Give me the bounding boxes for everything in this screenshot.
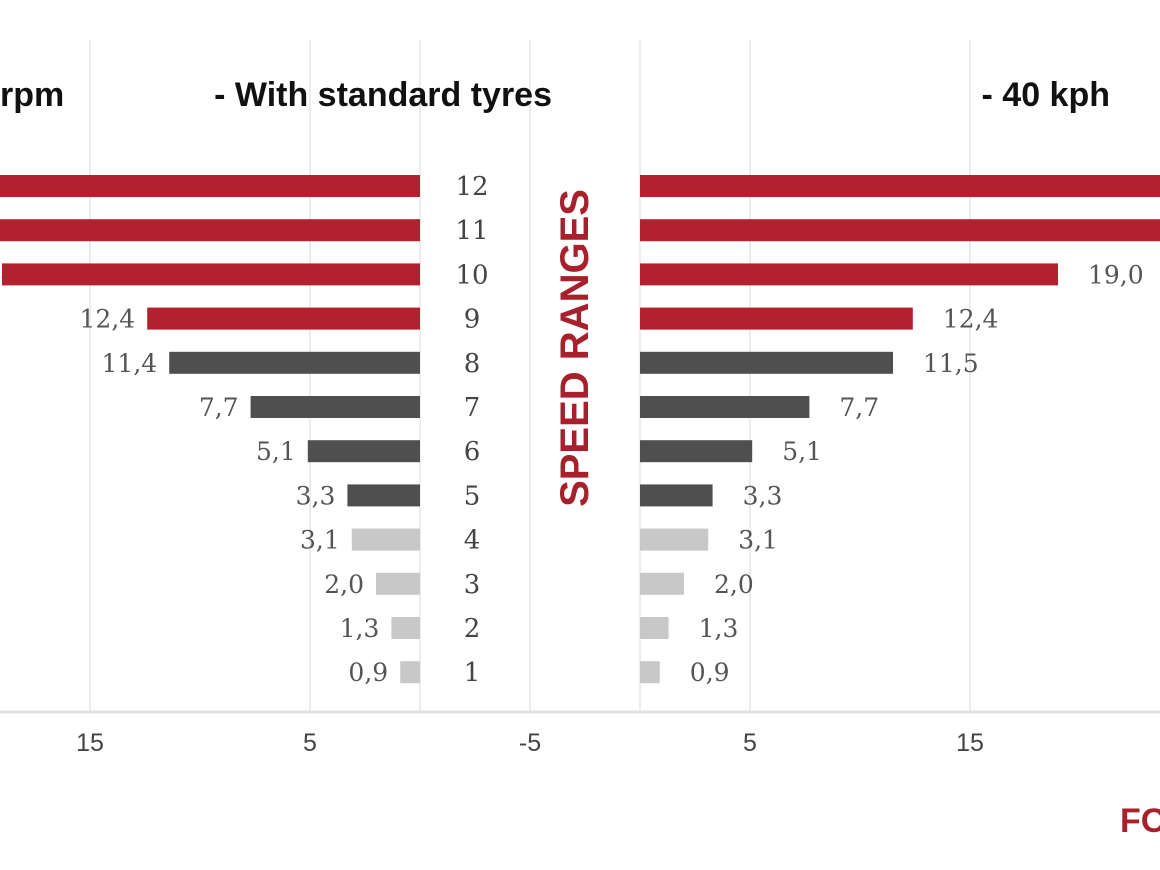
right-bar [640,440,753,463]
gear-label: 7 [464,393,481,423]
left-bar [400,661,420,684]
left-bar [2,263,420,286]
right-bar [640,263,1058,286]
right-bar-value-label: 0,9 [690,658,730,687]
gear-label: 3 [464,570,481,600]
gear-label: 8 [464,349,481,379]
right-bar-value-label: 3,3 [743,481,783,510]
right-bar [640,528,709,551]
footer-fragment: FO [1120,802,1160,840]
gear-label: 12 [455,172,488,202]
right-bar-value-label: 3,1 [738,526,778,555]
left-bar [351,528,420,551]
gear-label: 5 [464,481,481,511]
left-bar-value-label: 5,1 [256,437,296,466]
right-bar [640,661,660,684]
right-panel-title: - 40 kph [982,76,1110,114]
left-panel-subtitle: - With standard tyres [214,76,552,114]
gear-label: 2 [464,614,481,644]
left-bar [391,617,420,639]
gear-label: 10 [455,260,488,290]
right-bar [640,617,669,639]
right-bar [640,396,810,418]
right-bar [640,484,713,507]
left-bar [0,175,420,197]
left-bar-value-label: 3,1 [300,526,340,555]
right-bar [640,572,684,595]
right-bar-value-label: 19,0 [1088,260,1144,289]
left-panel-title: rpm [0,76,64,114]
left-bar [169,351,420,374]
x-tick-label: -5 [519,729,541,757]
gear-label: 9 [464,305,481,335]
left-bar [250,396,420,418]
left-bar [376,572,420,595]
x-tick-label: 15 [76,729,104,757]
right-bar-value-label: 1,3 [699,614,739,643]
right-bar-value-label: 7,7 [839,393,879,422]
right-bar-value-label: 2,0 [714,570,754,599]
x-tick-label: 5 [303,729,317,757]
gear-label: 11 [455,216,488,246]
gear-label: 1 [464,658,481,688]
left-bar [307,440,420,463]
right-bar-value-label: 12,4 [943,305,999,334]
left-bar [0,219,420,242]
speed-ranges-label: SPEED RANGES [553,189,597,507]
gear-label: 4 [464,526,481,556]
left-bar [147,307,420,330]
left-bar-value-label: 0,9 [348,658,388,687]
right-bar [640,219,1160,242]
right-bar [640,175,1160,197]
gear-label: 6 [464,437,481,467]
left-bar-value-label: 1,3 [340,614,380,643]
right-bar [640,351,893,374]
left-bar-value-label: 3,3 [296,481,336,510]
right-bar [640,307,913,330]
left-bar-value-label: 11,4 [102,349,158,378]
x-tick-label: 15 [956,729,984,757]
x-tick-label: 5 [743,729,757,757]
left-bar-value-label: 12,4 [80,305,136,334]
right-bar-value-label: 5,1 [782,437,822,466]
left-bar [347,484,420,507]
right-bar-value-label: 11,5 [923,349,979,378]
left-bar-value-label: 2,0 [324,570,364,599]
left-bar-value-label: 7,7 [199,393,239,422]
